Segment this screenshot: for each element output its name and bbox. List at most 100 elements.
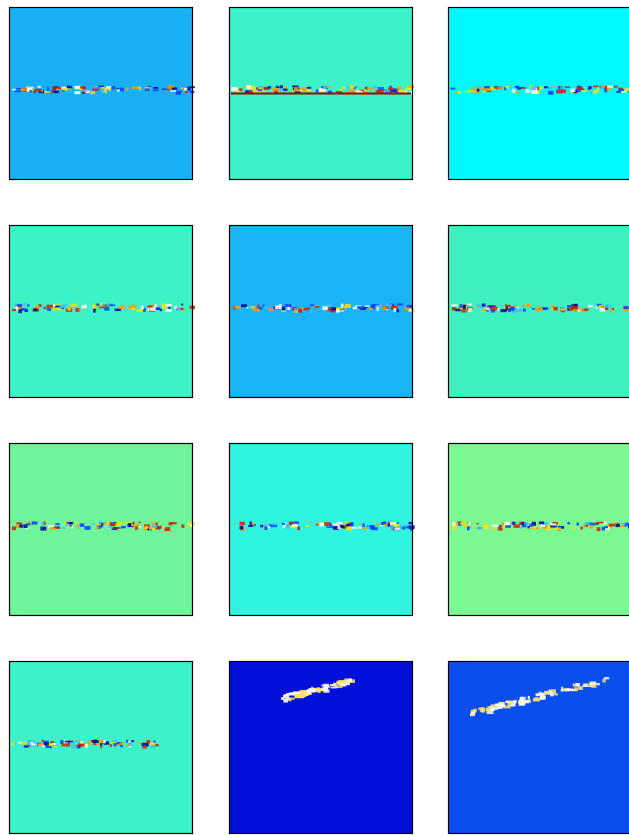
activation-streak [309, 309, 312, 313]
activation-streak [388, 87, 395, 91]
activation-streak [63, 522, 67, 526]
activation-streak [185, 90, 189, 94]
activation-streak [504, 522, 511, 526]
feature-map-border [447, 442, 629, 617]
activation-streak [165, 303, 172, 307]
activation-streak [459, 303, 463, 307]
activation-streak [573, 89, 578, 94]
activation-streak [543, 690, 549, 695]
activation-streak [471, 87, 474, 90]
activation-streak [101, 304, 106, 307]
activation-streak [134, 523, 140, 527]
activation-streak [114, 308, 121, 312]
activation-streak [390, 89, 397, 93]
activation-streak [550, 689, 556, 694]
activation-streak [527, 695, 530, 700]
activation-streak [489, 307, 492, 309]
activation-streak [84, 526, 91, 530]
activation-streak [592, 89, 597, 94]
activation-streak [66, 522, 74, 524]
activation-streak [358, 523, 361, 525]
activation-streak [498, 702, 504, 705]
activation-streak [96, 523, 102, 526]
activation-streak [450, 87, 456, 90]
activation-streak [29, 89, 32, 93]
activation-streak [272, 87, 279, 91]
activation-streak [75, 744, 81, 749]
activation-streak [79, 86, 86, 90]
activation-streak [593, 85, 599, 88]
activation-streak [477, 305, 480, 308]
feature-map-border [447, 660, 629, 835]
activation-streak [548, 86, 553, 90]
activation-streak [468, 308, 473, 312]
activation-streak [455, 308, 461, 312]
activation-streak [275, 85, 279, 89]
activation-streak [42, 305, 48, 310]
activation-streak [333, 684, 337, 687]
activation-streak [602, 678, 606, 683]
activation-streak [397, 303, 404, 306]
activation-streak [59, 304, 67, 308]
activation-streak [96, 303, 100, 307]
activation-streak [307, 689, 312, 692]
activation-streak [589, 89, 594, 93]
activation-streak [345, 303, 351, 308]
activation-streak [251, 522, 255, 526]
activation-streak [471, 711, 475, 715]
activation-streak [323, 689, 330, 693]
activation-streak [136, 309, 144, 313]
activation-streak [576, 86, 584, 90]
activation-streak [497, 526, 503, 531]
activation-streak [627, 90, 629, 93]
activation-streak [604, 88, 608, 93]
activation-streak [591, 684, 597, 688]
activation-streak [332, 523, 340, 526]
activation-streak [79, 88, 83, 90]
activation-streak [162, 87, 166, 91]
activation-streak [44, 740, 49, 744]
activation-streak [283, 699, 289, 703]
activation-streak [566, 305, 572, 308]
activation-streak [144, 524, 150, 528]
activation-streak [255, 90, 262, 94]
activation-streak [282, 524, 286, 529]
activation-streak [544, 86, 549, 89]
activation-streak [509, 87, 517, 90]
activation-streak [486, 710, 494, 715]
activation-streak [287, 697, 290, 701]
activation-streak [539, 696, 545, 700]
activation-streak [315, 89, 319, 93]
activation-streak [283, 86, 287, 90]
activation-streak [569, 307, 573, 312]
activation-streak [153, 86, 159, 89]
activation-streak [306, 88, 312, 92]
activation-streak [386, 308, 389, 311]
activation-streak [457, 307, 463, 310]
activation-streak [402, 526, 405, 530]
feature-map-border [8, 442, 194, 617]
activation-streak [55, 523, 60, 525]
activation-streak [91, 523, 95, 525]
activation-streak [51, 89, 55, 93]
activation-streak [248, 524, 253, 528]
activation-streak [504, 87, 507, 91]
activation-streak [349, 85, 355, 89]
activation-streak [543, 522, 549, 526]
activation-streak [473, 90, 481, 94]
activation-streak [103, 87, 107, 91]
activation-streak [50, 741, 54, 745]
activation-streak [126, 739, 129, 743]
activation-streak [609, 308, 613, 313]
activation-streak [561, 686, 564, 690]
activation-streak [583, 524, 587, 528]
activation-streak [168, 306, 171, 310]
activation-streak [98, 525, 103, 528]
activation-streak [531, 526, 538, 529]
activation-streak [146, 740, 151, 744]
activation-streak [11, 526, 16, 531]
activation-streak [519, 527, 523, 529]
activation-streak [43, 307, 47, 310]
activation-streak [367, 87, 374, 91]
activation-streak [318, 88, 326, 92]
